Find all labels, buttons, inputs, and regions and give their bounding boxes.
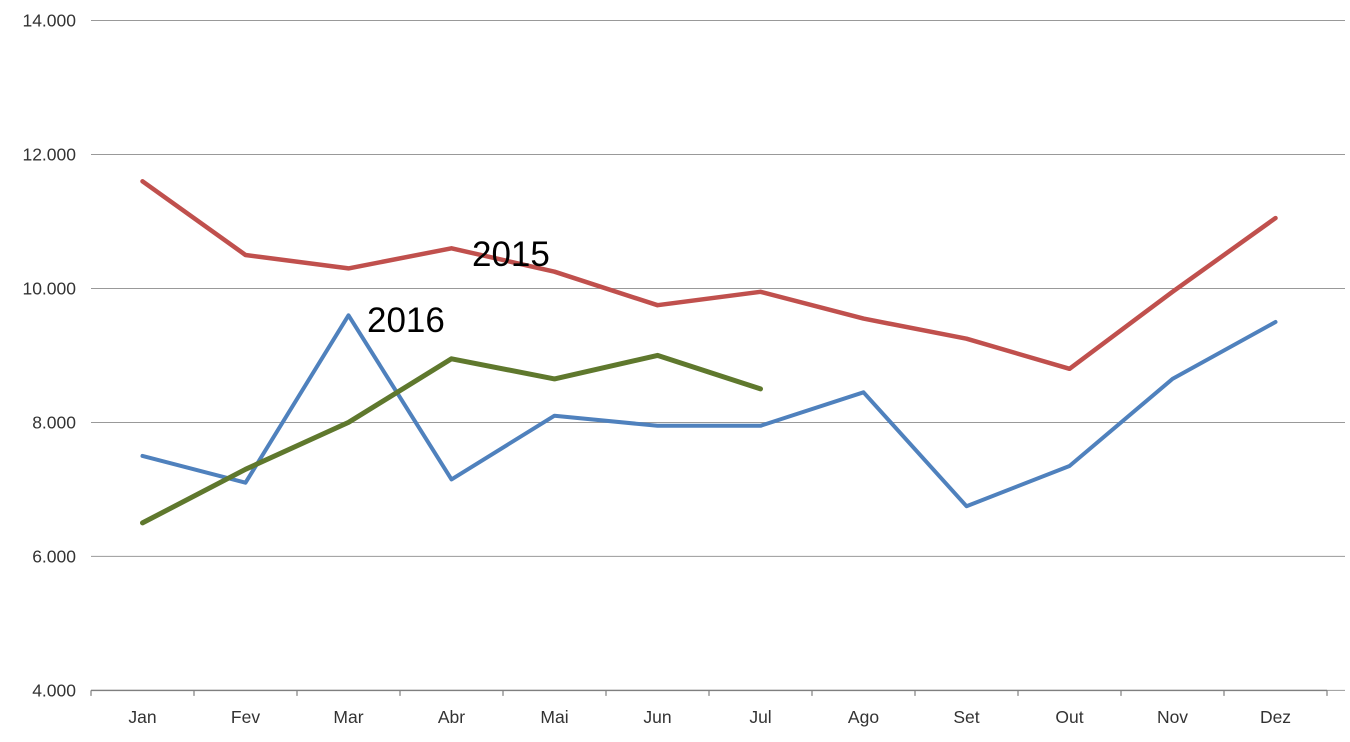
x-axis-label-fev: Fev bbox=[231, 707, 260, 727]
x-axis-label-dez: Dez bbox=[1260, 707, 1291, 727]
y-axis-labels-group: 14.000 12.000 10.000 8.000 6.000 4.000 bbox=[22, 11, 76, 701]
series-line-unlabeled-blue-series bbox=[140, 313, 1278, 509]
x-axis-label-jul: Jul bbox=[749, 707, 771, 727]
y-axis-tick-label-8.000: 8.000 bbox=[32, 412, 76, 432]
x-axis-label-mai: Mai bbox=[540, 707, 568, 727]
x-axis-label-abr: Abr bbox=[438, 707, 465, 727]
x-axis-label-jun: Jun bbox=[643, 707, 671, 727]
x-axis-label-out: Out bbox=[1055, 707, 1083, 727]
y-axis-tick-label-12.000: 12.000 bbox=[22, 144, 76, 164]
x-axis-labels-group: Jan Fev Mar Abr Mai Jun Jul Ago Set Out Nov Dez bbox=[128, 707, 1291, 727]
annotations-group: 2015 2016 bbox=[367, 235, 550, 340]
x-axis-label-mar: Mar bbox=[333, 707, 363, 727]
gridlines-group bbox=[91, 20, 1345, 691]
series-line-2015 bbox=[140, 179, 1278, 372]
y-axis-tick-label-10.000: 10.000 bbox=[22, 278, 76, 298]
series-line-2016 bbox=[140, 352, 763, 526]
y-axis-tick-label-4.000: 4.000 bbox=[32, 680, 76, 700]
x-axis-label-ago: Ago bbox=[848, 707, 879, 727]
axes-group bbox=[90, 689, 1328, 696]
y-axis-tick-label-6.000: 6.000 bbox=[32, 546, 76, 566]
x-axis-label-jan: Jan bbox=[128, 707, 156, 727]
x-axis-label-nov: Nov bbox=[1157, 707, 1188, 727]
series-group bbox=[140, 179, 1278, 526]
x-axis-label-set: Set bbox=[953, 707, 979, 727]
series-annotation-2015: 2015 bbox=[472, 235, 550, 274]
y-axis-tick-label-14.000: 14.000 bbox=[22, 11, 76, 31]
series-annotation-2016: 2016 bbox=[367, 301, 445, 340]
